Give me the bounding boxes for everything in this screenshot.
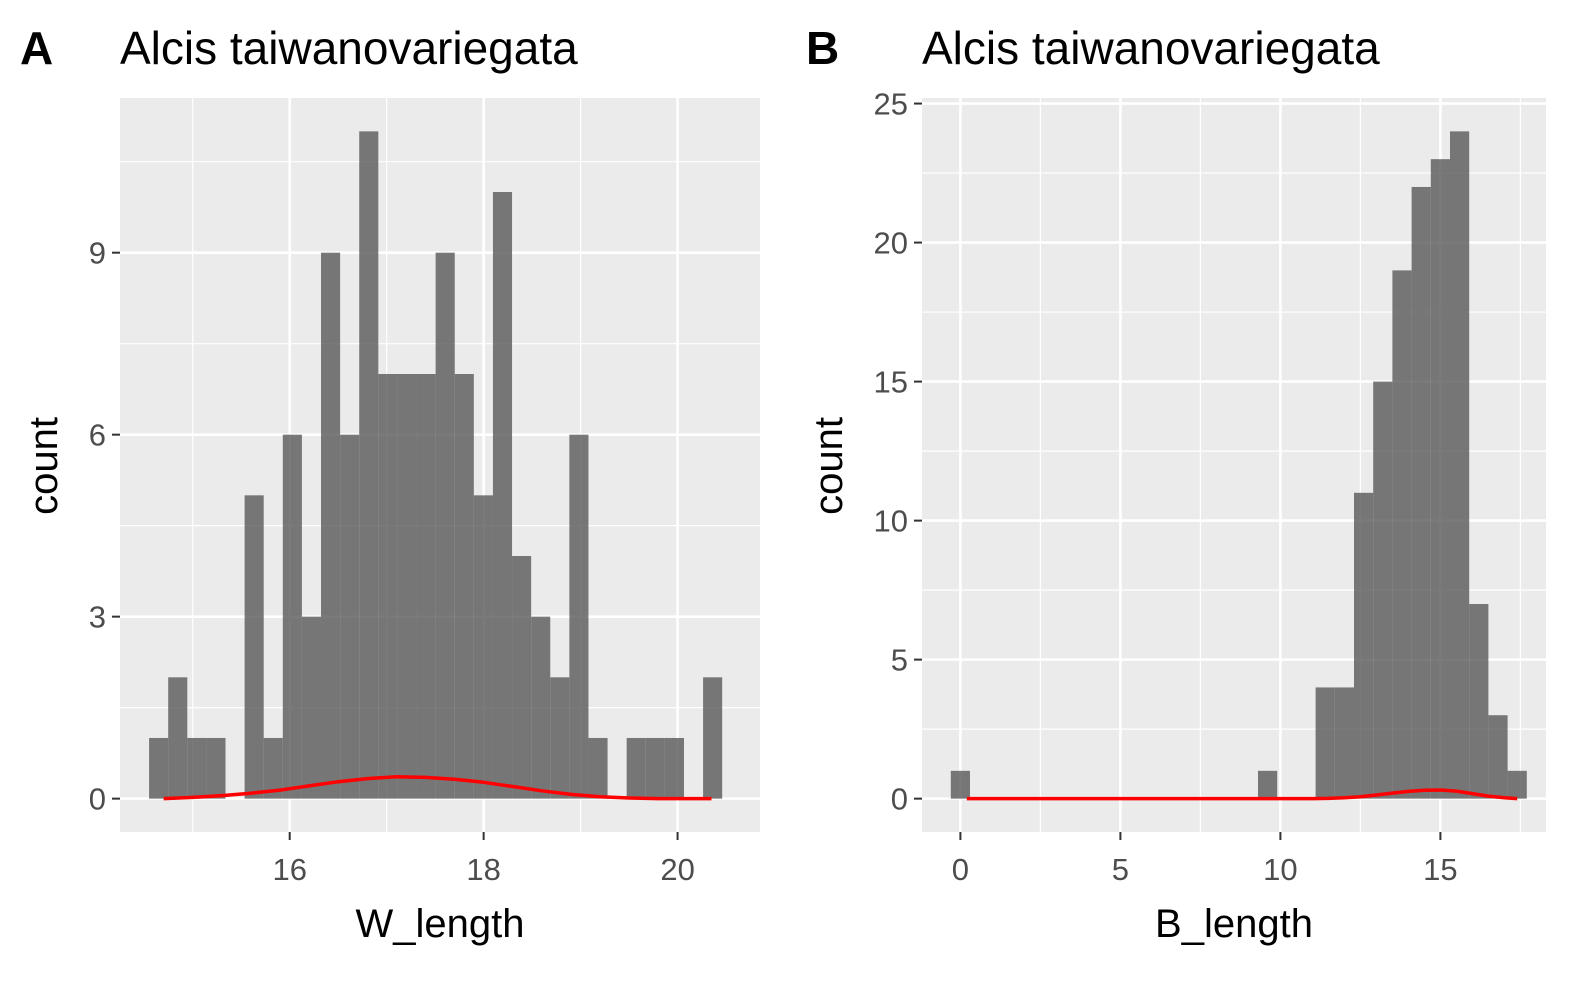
panel-b-y-tick-label: 10 bbox=[874, 504, 908, 539]
panel-a-bars bbox=[149, 131, 723, 799]
panel-a-x-tick-label: 16 bbox=[272, 852, 306, 887]
panel-a-y-tick-label: 6 bbox=[89, 418, 106, 453]
panel-b-bar bbox=[1430, 159, 1450, 799]
panel-a-bar bbox=[569, 434, 589, 799]
panel-a-bar bbox=[626, 737, 646, 799]
panel-a-bar bbox=[301, 616, 322, 799]
panel-b-bar bbox=[1469, 604, 1489, 799]
panel-a-bar bbox=[550, 677, 570, 799]
panel-b-bar bbox=[1507, 770, 1527, 799]
panel-b-bars bbox=[950, 131, 1527, 799]
panel-b-y-tick-label: 15 bbox=[874, 365, 908, 400]
panel-b: B Alcis taiwanovariegata 0 5 10 15 20 25 0 5 10… bbox=[806, 22, 1546, 946]
panel-a-bar bbox=[416, 374, 436, 799]
panel-a-density-curve bbox=[163, 775, 712, 801]
panel-a-bar bbox=[263, 737, 283, 799]
panel-a-bar bbox=[168, 677, 188, 799]
panel-b-bar bbox=[1392, 270, 1412, 799]
panel-b-x-tick-label: 0 bbox=[952, 852, 969, 887]
panel-b-x-tick-label: 15 bbox=[1423, 852, 1457, 887]
panel-a-bar bbox=[492, 192, 513, 799]
panel-b-y-axis: 0 5 10 15 20 25 bbox=[874, 87, 922, 817]
panel-b-density-curve bbox=[966, 788, 1518, 801]
panel-a-bar bbox=[378, 374, 398, 799]
panel-a-y-axis-title: count bbox=[22, 417, 66, 515]
panel-a-y-tick-label: 3 bbox=[89, 600, 106, 635]
panel-b-x-tick-label: 5 bbox=[1112, 852, 1129, 887]
panel-a-bar bbox=[664, 737, 684, 799]
panel-b-y-axis-title: count bbox=[807, 417, 851, 515]
panel-a-bar bbox=[435, 252, 455, 799]
panel-a-y-axis: 0 3 6 9 bbox=[89, 236, 120, 817]
panel-b-bar bbox=[1258, 770, 1278, 799]
panel-b-bar bbox=[1488, 715, 1508, 799]
panel-a-bar bbox=[473, 495, 493, 799]
panel-b-title: Alcis taiwanovariegata bbox=[922, 22, 1380, 74]
panel-b-y-tick-label: 20 bbox=[874, 226, 908, 261]
panel-a-y-tick-label: 9 bbox=[89, 236, 106, 271]
panel-a-bar bbox=[206, 737, 226, 799]
panel-b-bar bbox=[1411, 186, 1431, 799]
panel-b-bar bbox=[1373, 381, 1393, 799]
panel-a-bar bbox=[512, 555, 532, 799]
panel-a-x-axis: 16 18 20 bbox=[272, 832, 695, 887]
panel-b-x-axis: 0 5 10 15 bbox=[952, 832, 1458, 887]
panel-a: A Alcis taiwanovariegata 0 3 6 9 16 18 20 W_l… bbox=[20, 22, 760, 946]
panel-a-bar bbox=[359, 131, 379, 799]
panel-a-y-tick-label: 0 bbox=[89, 782, 106, 817]
panel-b-bar bbox=[950, 770, 970, 799]
panel-b-bar bbox=[1354, 492, 1374, 799]
panel-a-x-axis-title: W_length bbox=[356, 902, 525, 946]
panel-a-bar bbox=[703, 677, 723, 799]
panel-b-y-tick-label: 25 bbox=[874, 87, 908, 122]
panel-a-bar bbox=[244, 495, 264, 799]
panel-b-bar bbox=[1315, 687, 1335, 799]
panel-a-bar bbox=[321, 252, 341, 799]
panel-a-bar bbox=[340, 434, 360, 799]
panel-b-tag: B bbox=[806, 22, 839, 74]
panel-a-bar bbox=[645, 737, 665, 799]
panel-a-bar bbox=[531, 616, 551, 799]
panel-a-title: Alcis taiwanovariegata bbox=[120, 22, 578, 74]
panel-b-x-axis-title: B_length bbox=[1155, 902, 1313, 946]
panel-a-bar bbox=[454, 374, 474, 799]
panel-a-tag: A bbox=[20, 22, 53, 74]
panel-a-bar bbox=[149, 737, 169, 799]
panel-a-x-tick-label: 18 bbox=[466, 852, 500, 887]
panel-b-x-tick-label: 10 bbox=[1263, 852, 1297, 887]
panel-b-y-tick-label: 0 bbox=[891, 782, 908, 817]
panel-a-bar bbox=[397, 374, 417, 799]
panel-b-bar bbox=[1334, 687, 1354, 799]
panel-b-bar bbox=[1450, 131, 1470, 799]
panel-a-bar bbox=[187, 737, 207, 799]
panel-b-y-tick-label: 5 bbox=[891, 643, 908, 678]
panel-a-x-tick-label: 20 bbox=[660, 852, 694, 887]
panel-a-bar bbox=[282, 434, 302, 799]
panel-a-bar bbox=[588, 737, 608, 799]
